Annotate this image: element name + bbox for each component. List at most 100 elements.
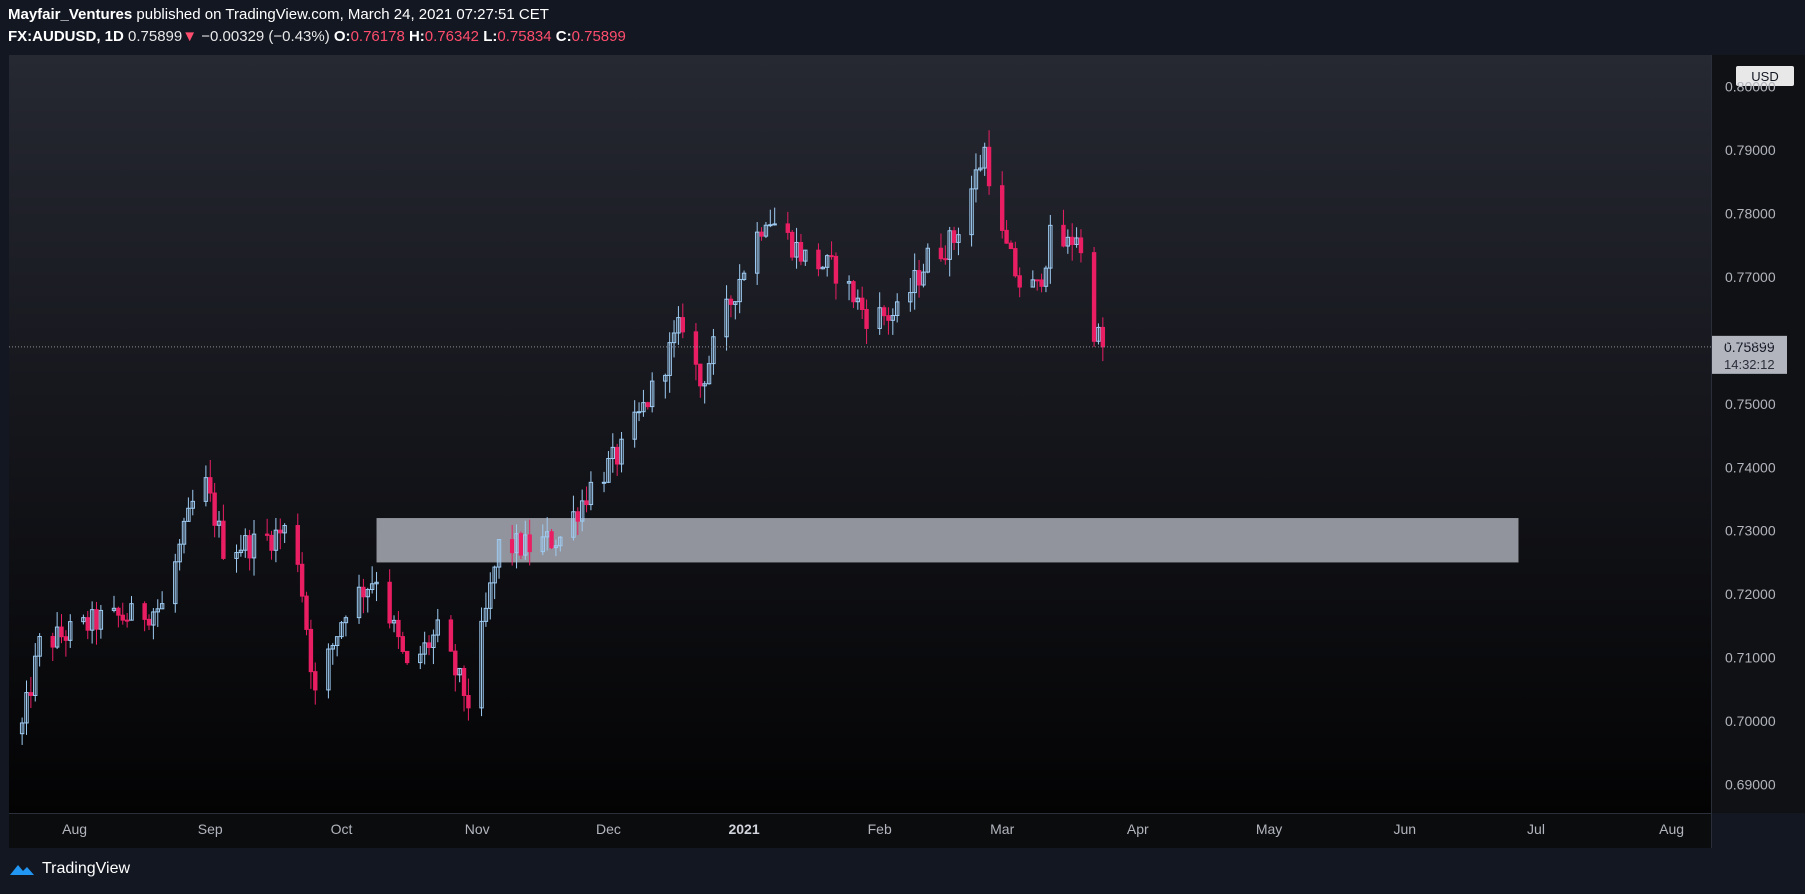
candle-up[interactable] (601, 471, 607, 493)
candle-down[interactable] (509, 524, 515, 566)
plot-area[interactable] (9, 55, 1711, 813)
candle-down[interactable] (426, 635, 432, 656)
candle-up[interactable] (982, 142, 987, 176)
candle-up[interactable] (54, 612, 60, 650)
candle-down[interactable] (1017, 267, 1022, 298)
candle-up[interactable] (431, 629, 436, 665)
candle-up[interactable] (190, 489, 195, 516)
candle-down[interactable] (584, 486, 589, 513)
candle-up[interactable] (1065, 229, 1071, 254)
time-axis-panel[interactable] (9, 813, 1711, 848)
candle-down[interactable] (789, 229, 795, 261)
candle-up[interactable] (216, 511, 222, 538)
candle-down[interactable] (851, 279, 856, 309)
candle-up[interactable] (155, 599, 160, 627)
candle-up[interactable] (37, 633, 42, 667)
candle-up[interactable] (457, 667, 462, 683)
candle-up[interactable] (435, 608, 440, 643)
candle-down[interactable] (304, 591, 309, 636)
candle-down[interactable] (575, 507, 580, 536)
candle-up[interactable] (956, 227, 961, 256)
candle-up[interactable] (894, 293, 900, 323)
candle-down[interactable] (120, 602, 125, 625)
candle-up[interactable] (24, 680, 29, 735)
candle-down[interactable] (951, 226, 957, 251)
candle-up[interactable] (186, 497, 191, 522)
candle-up[interactable] (151, 608, 156, 640)
candle-down[interactable] (269, 530, 274, 560)
candle-down[interactable] (759, 227, 764, 241)
candle-up[interactable] (365, 587, 370, 613)
candle-up[interactable] (492, 565, 497, 600)
candle-up[interactable] (173, 553, 178, 613)
candle-down[interactable] (404, 650, 410, 665)
candle-down[interactable] (313, 662, 318, 705)
candle-up[interactable] (908, 277, 913, 312)
candle-up[interactable] (488, 572, 493, 620)
candle-up[interactable] (667, 332, 672, 393)
candle-up[interactable] (912, 253, 917, 310)
candle-up[interactable] (711, 328, 716, 375)
candle-down[interactable] (1061, 209, 1066, 248)
candle-up[interactable] (737, 264, 742, 314)
tradingview-logo[interactable]: TradingView (8, 860, 130, 878)
candle-down[interactable] (1035, 279, 1040, 291)
candle-down[interactable] (212, 482, 217, 538)
candle-down[interactable] (1004, 220, 1009, 244)
candle-down[interactable] (116, 606, 121, 628)
candle-up[interactable] (706, 355, 712, 385)
candle-down[interactable] (1039, 273, 1044, 293)
candle-up[interactable] (330, 643, 335, 665)
candle-up[interactable] (483, 592, 489, 627)
candle-up[interactable] (369, 566, 375, 594)
candle-up[interactable] (19, 717, 25, 745)
candle-up[interactable] (772, 207, 777, 226)
last-price-badge[interactable] (1712, 335, 1787, 374)
candle-down[interactable] (518, 531, 524, 560)
candle-up[interactable] (579, 489, 585, 532)
author-name[interactable]: Mayfair_Ventures (8, 6, 133, 23)
candle-down[interactable] (208, 459, 213, 502)
candle-up[interactable] (649, 372, 655, 413)
candle-up[interactable] (544, 517, 550, 551)
candle-up[interactable] (177, 539, 182, 571)
candle-down[interactable] (999, 171, 1005, 239)
candle-down[interactable] (859, 286, 865, 319)
candle-down[interactable] (645, 401, 650, 410)
candle-up[interactable] (978, 154, 983, 172)
candle-down[interactable] (614, 443, 620, 476)
candle-up[interactable] (159, 591, 165, 610)
candle-up[interactable] (676, 306, 681, 345)
candle-up[interactable] (514, 524, 519, 569)
candle-up[interactable] (724, 285, 729, 351)
candle-up[interactable] (754, 222, 760, 285)
candle-up[interactable] (238, 534, 244, 557)
candle-down[interactable] (1078, 229, 1084, 263)
candle-down[interactable] (85, 610, 90, 640)
candle-down[interactable] (916, 259, 922, 298)
candle-up[interactable] (820, 265, 826, 270)
candle-up[interactable] (1096, 323, 1101, 345)
candle-down[interactable] (221, 504, 226, 560)
candle-up[interactable] (374, 571, 379, 602)
candle-down[interactable] (387, 569, 392, 629)
candle-down[interactable] (247, 529, 252, 571)
candle-up[interactable] (733, 301, 738, 320)
candle-up[interactable] (33, 643, 38, 702)
candle-up[interactable] (89, 601, 95, 644)
candle-down[interactable] (295, 513, 300, 573)
candle-up[interactable] (81, 614, 86, 625)
candle-up[interactable] (763, 222, 769, 239)
candle-up[interactable] (98, 604, 104, 639)
candle-down[interactable] (1100, 317, 1106, 362)
candle-up[interactable] (1074, 227, 1079, 248)
candle-down[interactable] (938, 233, 944, 262)
candle-up[interactable] (334, 636, 340, 657)
candle-up[interactable] (641, 389, 646, 417)
candle-up[interactable] (671, 320, 677, 358)
candle-down[interactable] (453, 644, 458, 692)
candle-down[interactable] (400, 631, 405, 654)
candle-up[interactable] (326, 643, 331, 699)
candle-up[interactable] (422, 631, 427, 665)
candle-down[interactable] (680, 303, 685, 339)
